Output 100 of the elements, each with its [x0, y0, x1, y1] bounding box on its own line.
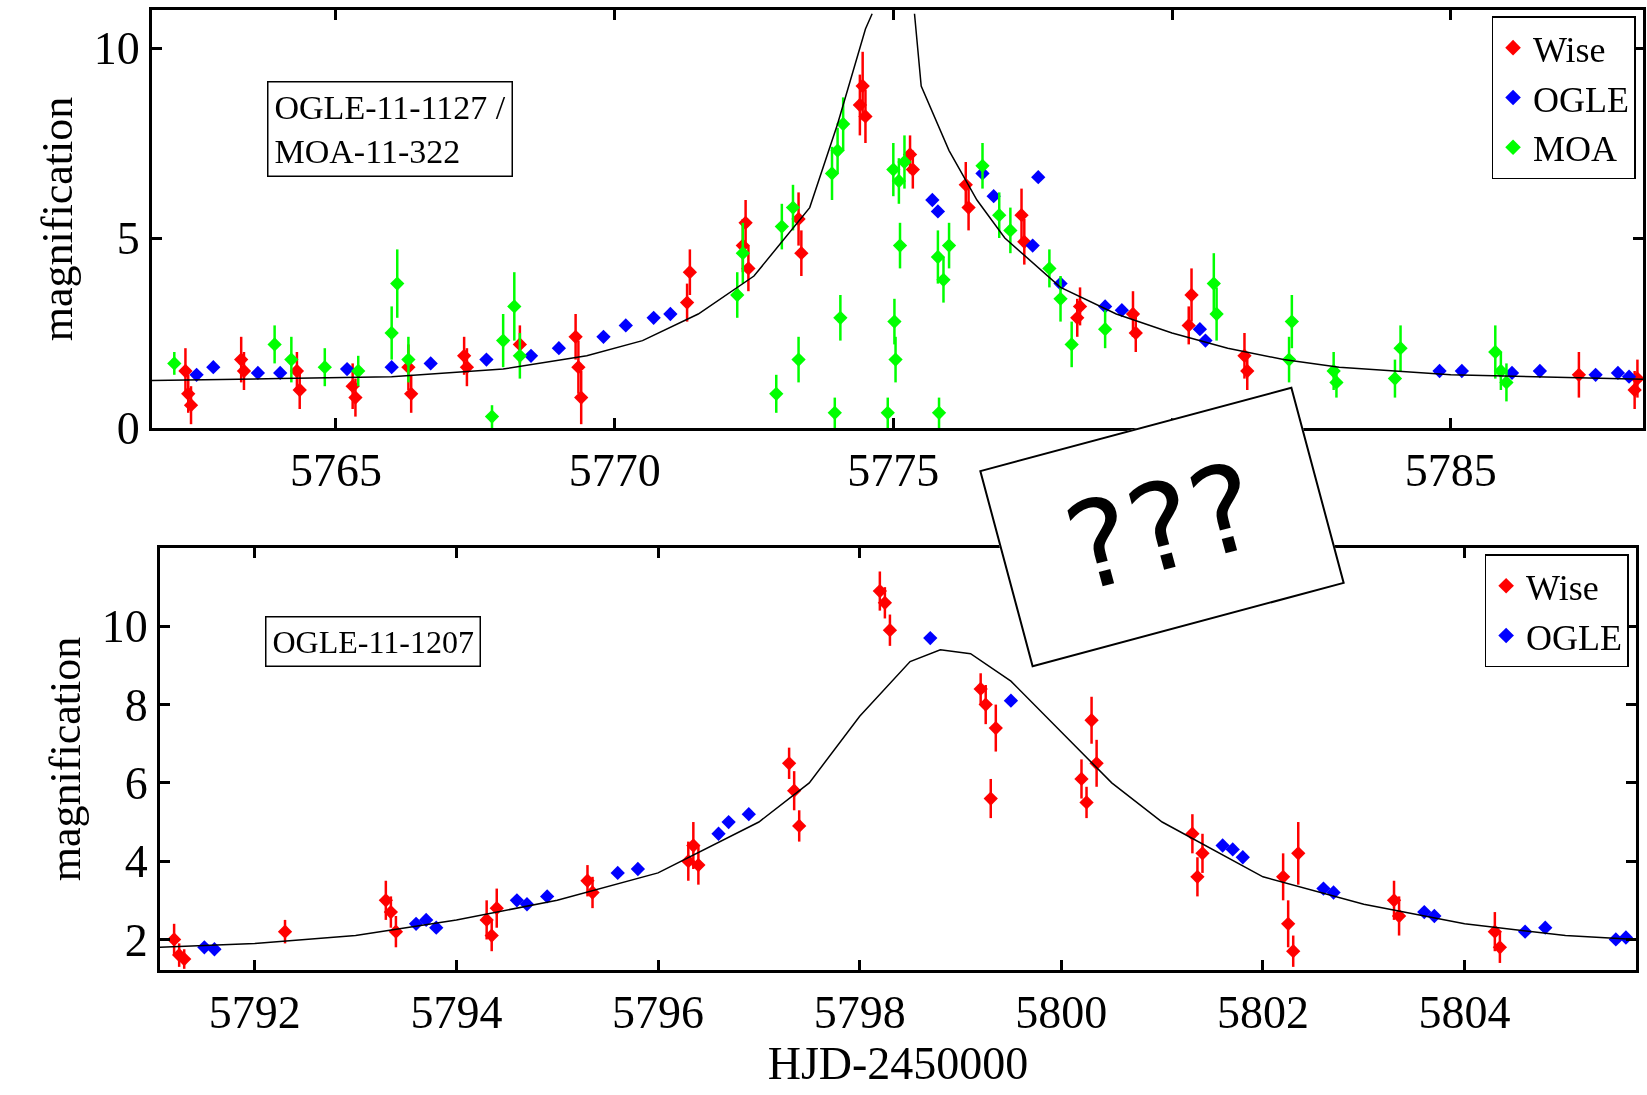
point — [384, 360, 399, 375]
point — [540, 889, 555, 904]
point — [931, 405, 947, 420]
point — [930, 204, 946, 219]
point — [250, 365, 266, 381]
point — [618, 318, 633, 333]
point — [975, 158, 990, 173]
y-tick-label: 2 — [124, 914, 148, 966]
point — [512, 348, 528, 363]
point — [1291, 846, 1306, 861]
y-tick-label: 10 — [93, 23, 140, 75]
point — [348, 390, 363, 405]
point — [833, 310, 848, 325]
point — [721, 814, 736, 830]
point — [523, 348, 539, 363]
point — [1286, 944, 1301, 959]
point — [1627, 382, 1642, 398]
point — [423, 356, 438, 371]
point — [827, 405, 842, 420]
point — [479, 352, 494, 367]
point — [1181, 318, 1196, 333]
point — [484, 409, 500, 424]
point — [830, 143, 845, 158]
point — [925, 192, 940, 208]
point — [1190, 869, 1205, 884]
point — [973, 681, 988, 697]
point — [1084, 713, 1099, 728]
point — [574, 390, 589, 405]
point — [852, 97, 868, 113]
point — [383, 904, 399, 920]
point — [580, 873, 595, 888]
point — [986, 189, 1001, 204]
point — [930, 249, 946, 265]
x-tick-label: 5804 — [1418, 987, 1511, 1039]
x-tick-label: 5796 — [612, 987, 705, 1039]
point — [892, 238, 908, 253]
point — [284, 352, 299, 367]
point — [1195, 846, 1210, 861]
point — [1114, 303, 1129, 318]
point — [741, 807, 756, 822]
point — [610, 865, 625, 881]
point — [1215, 838, 1230, 853]
point — [1025, 238, 1040, 253]
point — [456, 348, 472, 363]
point — [1275, 869, 1291, 884]
legend-label: OGLE — [1533, 79, 1630, 120]
point — [1192, 322, 1208, 337]
point — [1393, 341, 1408, 356]
point — [234, 352, 249, 367]
point — [872, 583, 887, 599]
point — [1184, 287, 1199, 303]
point — [345, 379, 360, 394]
point — [988, 720, 1003, 736]
point — [686, 838, 701, 853]
point — [1492, 940, 1508, 955]
point — [267, 337, 282, 352]
point — [1206, 276, 1221, 291]
point — [663, 306, 678, 322]
point — [1042, 261, 1057, 276]
point — [484, 928, 499, 943]
point — [1097, 322, 1113, 337]
point — [774, 219, 789, 234]
point — [961, 200, 976, 215]
y-tick-label: 6 — [124, 757, 148, 809]
point — [1284, 314, 1299, 329]
point — [1391, 908, 1407, 924]
point — [1079, 795, 1094, 810]
point — [1225, 842, 1240, 857]
point — [769, 386, 784, 401]
point — [1538, 920, 1553, 935]
point — [855, 78, 870, 94]
point — [507, 299, 522, 314]
point — [858, 109, 873, 124]
point — [339, 361, 355, 377]
point — [1610, 365, 1626, 381]
point — [1493, 363, 1509, 379]
point — [1003, 223, 1018, 238]
point — [1053, 291, 1068, 306]
y-tick-label: 10 — [101, 601, 148, 653]
point — [419, 912, 434, 928]
point — [936, 272, 951, 287]
annotation: OGLE-11-1127 / MOA-11-322 — [274, 88, 506, 170]
legend-label: MOA — [1533, 129, 1618, 170]
point — [978, 697, 993, 712]
point — [886, 162, 901, 177]
point — [1386, 893, 1402, 908]
point — [711, 826, 726, 841]
x-tick-label: 5765 — [289, 445, 382, 497]
point — [1488, 344, 1503, 360]
point — [1072, 299, 1088, 314]
point — [496, 333, 511, 348]
point — [730, 287, 745, 303]
point — [1070, 310, 1085, 325]
point — [401, 352, 416, 367]
point — [378, 893, 393, 908]
legend-label: Wise — [1526, 567, 1599, 608]
point — [384, 325, 399, 341]
point — [1281, 916, 1296, 931]
point — [1128, 325, 1143, 341]
point — [596, 329, 611, 344]
